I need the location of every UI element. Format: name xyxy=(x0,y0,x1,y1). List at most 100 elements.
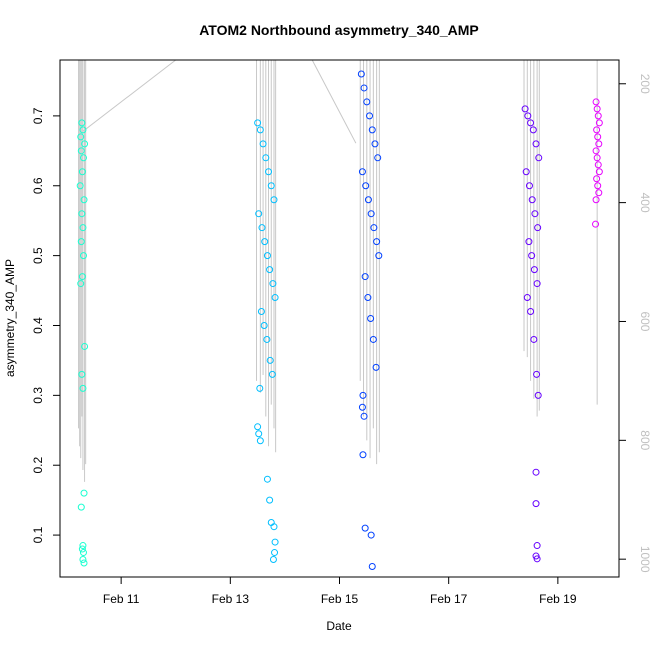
plot-frame xyxy=(59,59,620,578)
data-point xyxy=(77,280,85,288)
data-point xyxy=(363,98,371,106)
data-point xyxy=(364,294,372,302)
data-point xyxy=(593,154,601,162)
data-point xyxy=(360,84,368,92)
x-tick-label: Feb 15 xyxy=(321,592,359,606)
y-axis-label: asymmetry_340_AMP xyxy=(3,259,17,377)
data-point xyxy=(374,154,382,162)
y2-tick-label: 800 xyxy=(638,430,650,450)
data-point xyxy=(77,133,85,141)
x-axis: Feb 11 Feb 13 Feb 15 Feb 17 Feb 19 xyxy=(103,577,577,606)
data-point xyxy=(593,175,601,183)
data-point xyxy=(79,224,87,232)
y-tick-label: 0.3 xyxy=(31,387,45,404)
data-point xyxy=(358,403,366,411)
data-point xyxy=(77,147,85,155)
data-point xyxy=(368,563,376,571)
data-point xyxy=(532,468,540,476)
x-axis-label: Date xyxy=(326,619,352,633)
data-point xyxy=(79,556,87,564)
data-point xyxy=(375,252,383,260)
data-point xyxy=(533,280,541,288)
data-point xyxy=(364,196,372,204)
data-point xyxy=(254,423,262,431)
data-point xyxy=(77,503,85,511)
data-point xyxy=(79,384,87,392)
data-point xyxy=(595,168,603,176)
data-point xyxy=(358,168,366,176)
data-point xyxy=(80,489,88,497)
data-point xyxy=(76,182,84,190)
data-point xyxy=(592,98,600,106)
data-point xyxy=(270,196,278,204)
data-point xyxy=(533,555,541,563)
data-point xyxy=(529,126,537,134)
data-point xyxy=(592,196,600,204)
data-point xyxy=(258,224,266,232)
data-point xyxy=(592,220,600,228)
data-point xyxy=(366,112,374,120)
data-point xyxy=(81,140,89,148)
data-point xyxy=(254,119,262,127)
y2-tick-label: 600 xyxy=(638,311,650,331)
x-tick-label: Feb 11 xyxy=(103,592,140,606)
data-point xyxy=(523,294,531,302)
data-point xyxy=(78,119,86,127)
data-point xyxy=(79,549,87,557)
data-point xyxy=(79,126,87,134)
data-point xyxy=(527,119,535,127)
data-point xyxy=(534,391,542,399)
data-point xyxy=(270,523,278,531)
data-point xyxy=(256,437,264,445)
data-point xyxy=(257,308,265,316)
data-point xyxy=(359,391,367,399)
y-axis: 0.1 0.2 0.3 0.4 0.5 0.6 0.7 xyxy=(31,107,60,543)
data-point xyxy=(528,252,536,260)
data-point xyxy=(521,105,529,113)
data-point xyxy=(269,280,277,288)
data-point xyxy=(534,224,542,232)
chart-title: ATOM2 Northbound asymmetry_340_AMP xyxy=(199,22,479,38)
data-point xyxy=(269,556,277,564)
series-1 xyxy=(76,119,89,567)
data-point xyxy=(372,363,380,371)
data-point xyxy=(367,315,375,322)
data-point xyxy=(531,210,539,218)
data-point xyxy=(593,105,601,113)
y-tick-label: 0.5 xyxy=(31,247,45,264)
data-point xyxy=(362,182,370,190)
data-point xyxy=(266,266,274,274)
data-point xyxy=(533,542,541,550)
data-point xyxy=(367,210,375,218)
data-point xyxy=(79,542,87,550)
data-point xyxy=(78,273,86,281)
data-point xyxy=(259,140,267,148)
series-5 xyxy=(592,98,603,228)
data-point xyxy=(594,161,602,169)
data-point xyxy=(359,451,367,459)
secondary-y-axis: 200 400 600 800 1000 xyxy=(619,74,650,573)
data-point xyxy=(532,500,540,508)
data-point xyxy=(595,140,603,148)
data-point xyxy=(535,154,543,162)
data-point xyxy=(256,384,264,392)
data-point xyxy=(595,119,603,127)
data-point xyxy=(369,335,377,343)
data-point xyxy=(81,342,89,350)
data-point xyxy=(593,126,601,134)
data-point xyxy=(527,308,535,316)
data-point xyxy=(255,430,263,438)
data-point xyxy=(80,559,88,567)
data-point xyxy=(260,321,268,329)
y-tick-label: 0.2 xyxy=(31,457,45,474)
data-point xyxy=(263,252,271,260)
data-point xyxy=(594,112,602,120)
data-point xyxy=(361,273,369,281)
data-point xyxy=(530,335,538,343)
data-point xyxy=(592,147,600,155)
data-point xyxy=(261,238,269,246)
data-point xyxy=(522,168,530,176)
data-point xyxy=(528,196,536,204)
data-point xyxy=(594,133,602,141)
data-point xyxy=(80,196,88,204)
